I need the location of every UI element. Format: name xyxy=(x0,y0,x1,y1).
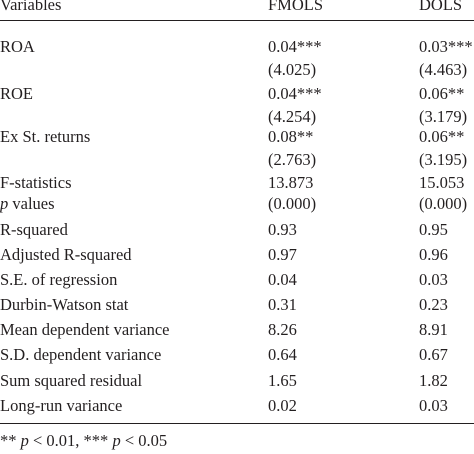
p-values-rest: values xyxy=(8,194,55,213)
header-variables: Variables xyxy=(0,0,62,14)
ex-st-returns-dols-value: 0.06** xyxy=(419,127,465,146)
ex-st-returns-fmols-value: 0.08** xyxy=(268,127,314,146)
f-statistics-dols: 15.053 xyxy=(419,173,465,192)
roe-dols-value: 0.06** xyxy=(419,84,465,103)
adjusted-r-squared-fmols: 0.97 xyxy=(268,245,297,264)
sd-dependent-variance-fmols: 0.64 xyxy=(268,345,297,364)
row-label-roe: ROE xyxy=(0,84,33,103)
mean-dependent-variance-fmols: 8.26 xyxy=(268,320,297,339)
p-values-dols: (0.000) xyxy=(419,194,468,213)
r-squared-fmols: 0.93 xyxy=(268,220,297,239)
p-italic: p xyxy=(0,194,9,213)
roa-dols-value: 0.03*** xyxy=(419,37,473,56)
header-fmols: FMOLS xyxy=(268,0,324,14)
long-run-variance-fmols: 0.02 xyxy=(268,396,297,415)
row-label-ex-st-returns: Ex St. returns xyxy=(0,127,91,146)
sd-dependent-variance-dols: 0.67 xyxy=(419,345,448,364)
durbin-watson-dols: 0.23 xyxy=(419,295,448,314)
row-label-roa: ROA xyxy=(0,37,35,56)
row-label-adjusted-r-squared: Adjusted R-squared xyxy=(0,245,132,264)
row-label-se-of-regression: S.E. of regression xyxy=(0,270,118,289)
row-label-r-squared: R-squared xyxy=(0,220,68,239)
row-label-sd-dependent-variance: S.D. dependent variance xyxy=(0,345,162,364)
sum-squared-residual-fmols: 1.65 xyxy=(268,371,297,390)
row-label-durbin-watson: Durbin-Watson stat xyxy=(0,295,129,314)
se-of-regression-fmols: 0.04 xyxy=(268,270,297,289)
row-label-p-values: p values xyxy=(0,194,55,213)
row-label-mean-dependent-variance: Mean dependent variance xyxy=(0,320,170,339)
footnote-part2: < 0.01, *** xyxy=(28,431,113,450)
footnote-part1: ** xyxy=(0,431,21,450)
footnote-p2: p xyxy=(112,431,121,450)
ex-st-returns-dols-tstat: (3.195) xyxy=(419,150,468,169)
footnote-part3: < 0.05 xyxy=(120,431,168,450)
row-label-long-run-variance: Long-run variance xyxy=(0,396,123,415)
footnote-p1: p xyxy=(20,431,29,450)
adjusted-r-squared-dols: 0.96 xyxy=(419,245,448,264)
long-run-variance-dols: 0.03 xyxy=(419,396,448,415)
roa-fmols-tstat: (4.025) xyxy=(268,60,317,79)
roe-fmols-tstat: (4.254) xyxy=(268,107,317,126)
row-label-sum-squared-residual: Sum squared residual xyxy=(0,371,143,390)
durbin-watson-fmols: 0.31 xyxy=(268,295,297,314)
table-footnote: ** p < 0.01, *** p < 0.05 xyxy=(0,431,168,450)
roa-dols-tstat: (4.463) xyxy=(419,60,468,79)
roe-dols-tstat: (3.179) xyxy=(419,107,468,126)
header-rule xyxy=(0,20,474,21)
mean-dependent-variance-dols: 8.91 xyxy=(419,320,448,339)
bottom-rule xyxy=(0,423,474,424)
f-statistics-fmols: 13.873 xyxy=(268,173,314,192)
roe-fmols-value: 0.04*** xyxy=(268,84,322,103)
se-of-regression-dols: 0.03 xyxy=(419,270,448,289)
r-squared-dols: 0.95 xyxy=(419,220,448,239)
header-dols: DOLS xyxy=(419,0,463,14)
sum-squared-residual-dols: 1.82 xyxy=(419,371,448,390)
row-label-f-statistics: F-statistics xyxy=(0,173,72,192)
ex-st-returns-fmols-tstat: (2.763) xyxy=(268,150,317,169)
p-values-fmols: (0.000) xyxy=(268,194,317,213)
roa-fmols-value: 0.04*** xyxy=(268,37,322,56)
